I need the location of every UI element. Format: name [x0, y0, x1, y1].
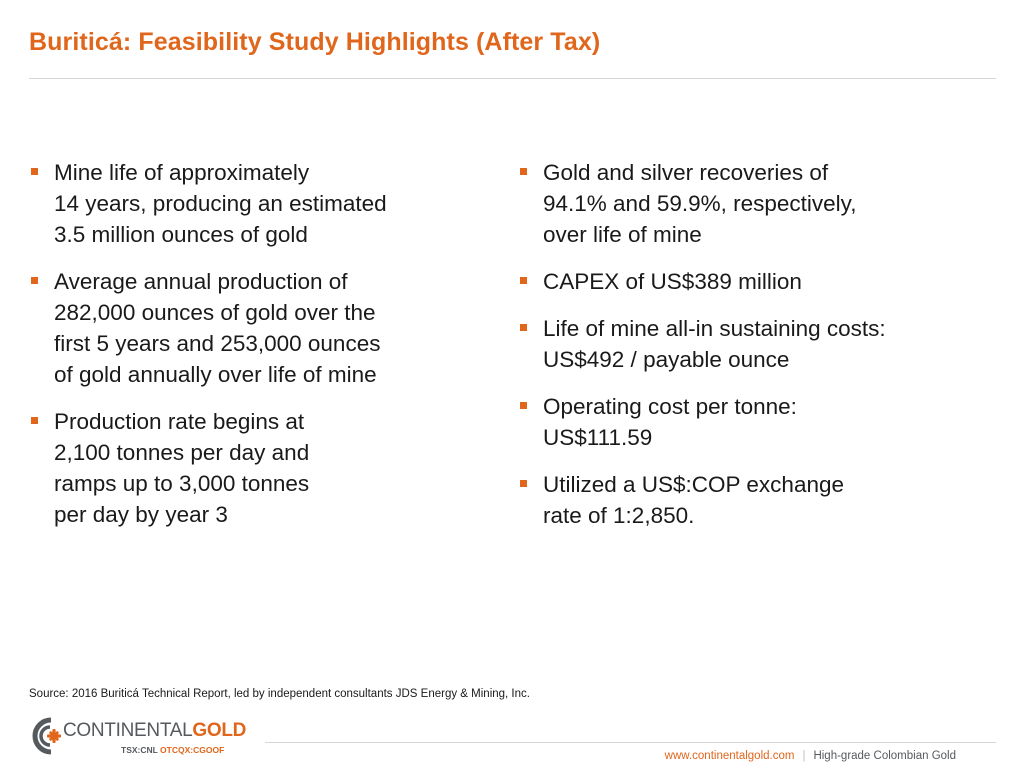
footer: www.continentalgold.com | High-grade Colom…: [665, 750, 956, 762]
logo-word-gold: GOLD: [192, 720, 247, 741]
bullet-line: Average annual production of: [54, 269, 348, 294]
bullet-aisc: Life of mine all-in sustaining costs: US…: [518, 313, 968, 375]
bullet-line: 3.5 million ounces of gold: [54, 222, 308, 247]
square-bullet-icon: [520, 168, 527, 175]
bullet-operating-cost: Operating cost per tonne: US$111.59: [518, 391, 968, 453]
square-bullet-icon: [520, 324, 527, 331]
logo-word-continental: CONTINENTAL: [63, 720, 193, 741]
square-bullet-icon: [520, 480, 527, 487]
bullet-line: ramps up to 3,000 tonnes: [54, 471, 310, 496]
bullet-recoveries: Gold and silver recoveries of 94.1% and …: [518, 157, 968, 250]
square-bullet-icon: [520, 277, 527, 284]
logo-mark-icon: [32, 717, 61, 755]
bullet-mine-life: Mine life of approximately 14 years, pro…: [29, 157, 469, 250]
bullet-line: Gold and silver recoveries of: [543, 160, 829, 185]
bullet-line: of gold annually over life of mine: [54, 362, 377, 387]
ticker-otcqx: OTCQX:CGOOF: [160, 745, 225, 755]
ticker-tsx: TSX:CNL: [121, 745, 161, 755]
logo-wordmark: CONTINENTALGOLD: [63, 720, 246, 742]
bullet-line: per day by year 3: [54, 502, 228, 527]
bullet-line: rate of 1:2,850.: [543, 503, 695, 528]
bullet-line: Operating cost per tonne:: [543, 394, 797, 419]
footer-divider: [265, 742, 996, 743]
bullet-capex: CAPEX of US$389 million: [518, 266, 968, 297]
footer-tagline: High-grade Colombian Gold: [813, 750, 956, 762]
source-note: Source: 2016 Buriticá Technical Report, …: [29, 688, 530, 700]
bullet-line: over life of mine: [543, 222, 702, 247]
bullet-production-rate: Production rate begins at 2,100 tonnes p…: [29, 406, 469, 530]
bullet-line: 282,000 ounces of gold over the: [54, 300, 376, 325]
bullet-line: Mine life of approximately: [54, 160, 310, 185]
square-bullet-icon: [31, 168, 38, 175]
left-bullet-column: Mine life of approximately 14 years, pro…: [29, 157, 469, 546]
bullet-annual-production: Average annual production of 282,000 oun…: [29, 266, 469, 390]
bullet-line: Production rate begins at: [54, 409, 305, 434]
bullet-line: Life of mine all-in sustaining costs:: [543, 316, 886, 341]
bullet-line: Utilized a US$:COP exchange: [543, 472, 844, 497]
bullet-line: first 5 years and 253,000 ounces: [54, 331, 381, 356]
right-bullet-column: Gold and silver recoveries of 94.1% and …: [518, 157, 968, 547]
footer-separator: |: [802, 750, 806, 762]
bullet-exchange-rate: Utilized a US$:COP exchange rate of 1:2,…: [518, 469, 968, 531]
slide-title: Buriticá: Feasibility Study Highlights (…: [29, 28, 601, 56]
square-bullet-icon: [520, 402, 527, 409]
bullet-line: CAPEX of US$389 million: [543, 269, 802, 294]
bullet-line: US$492 / payable ounce: [543, 347, 790, 372]
company-logo: CONTINENTALGOLD TSX:CNL OTCQX:CGOOF: [29, 715, 269, 759]
bullet-line: 94.1% and 59.9%, respectively,: [543, 191, 857, 216]
ticker-symbols: TSX:CNL OTCQX:CGOOF: [121, 745, 224, 755]
bullet-line: 14 years, producing an estimated: [54, 191, 387, 216]
title-divider: [29, 78, 996, 79]
website-link[interactable]: www.continentalgold.com: [664, 750, 795, 762]
square-bullet-icon: [31, 417, 38, 424]
bullet-line: 2,100 tonnes per day and: [54, 440, 310, 465]
bullet-line: US$111.59: [543, 425, 653, 450]
square-bullet-icon: [31, 277, 38, 284]
